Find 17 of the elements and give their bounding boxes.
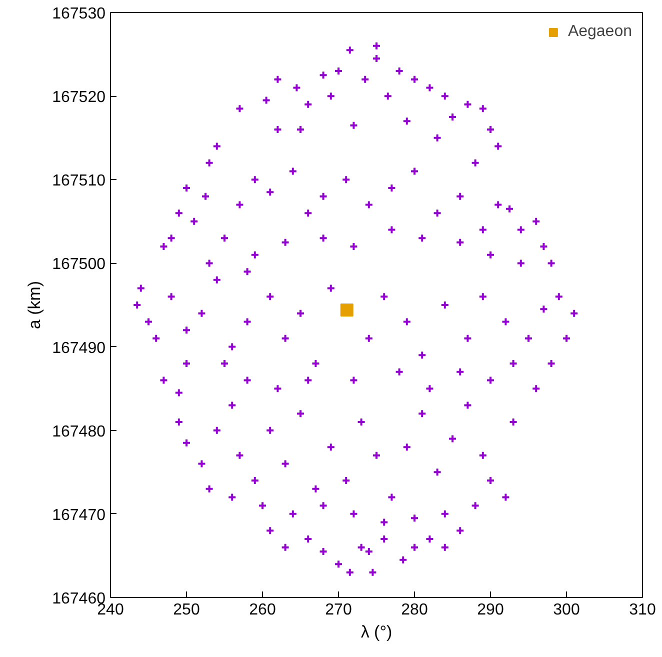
x-axis-title: λ (°) xyxy=(360,622,392,642)
x-tick-label: 310 xyxy=(629,602,656,618)
x-tick-label: 290 xyxy=(477,602,504,618)
x-tick-label: 270 xyxy=(325,602,352,618)
x-tick-label: 280 xyxy=(401,602,428,618)
x-tick-label: 260 xyxy=(249,602,276,618)
y-tick-label: 167480 xyxy=(52,423,106,440)
y-tick-label: 167500 xyxy=(52,256,106,274)
x-tick-label: 300 xyxy=(553,602,580,618)
y-tick-label: 167470 xyxy=(52,506,106,524)
y-tick-label: 167490 xyxy=(52,340,106,357)
y-tick-label: 167520 xyxy=(52,89,106,106)
y-tick-label: 167510 xyxy=(52,172,106,190)
y-tick-label: 167530 xyxy=(52,6,106,22)
x-tick-label: 250 xyxy=(173,602,200,618)
legend-label: Aegaeon xyxy=(568,23,632,41)
y-axis-title: a (km) xyxy=(25,280,44,330)
